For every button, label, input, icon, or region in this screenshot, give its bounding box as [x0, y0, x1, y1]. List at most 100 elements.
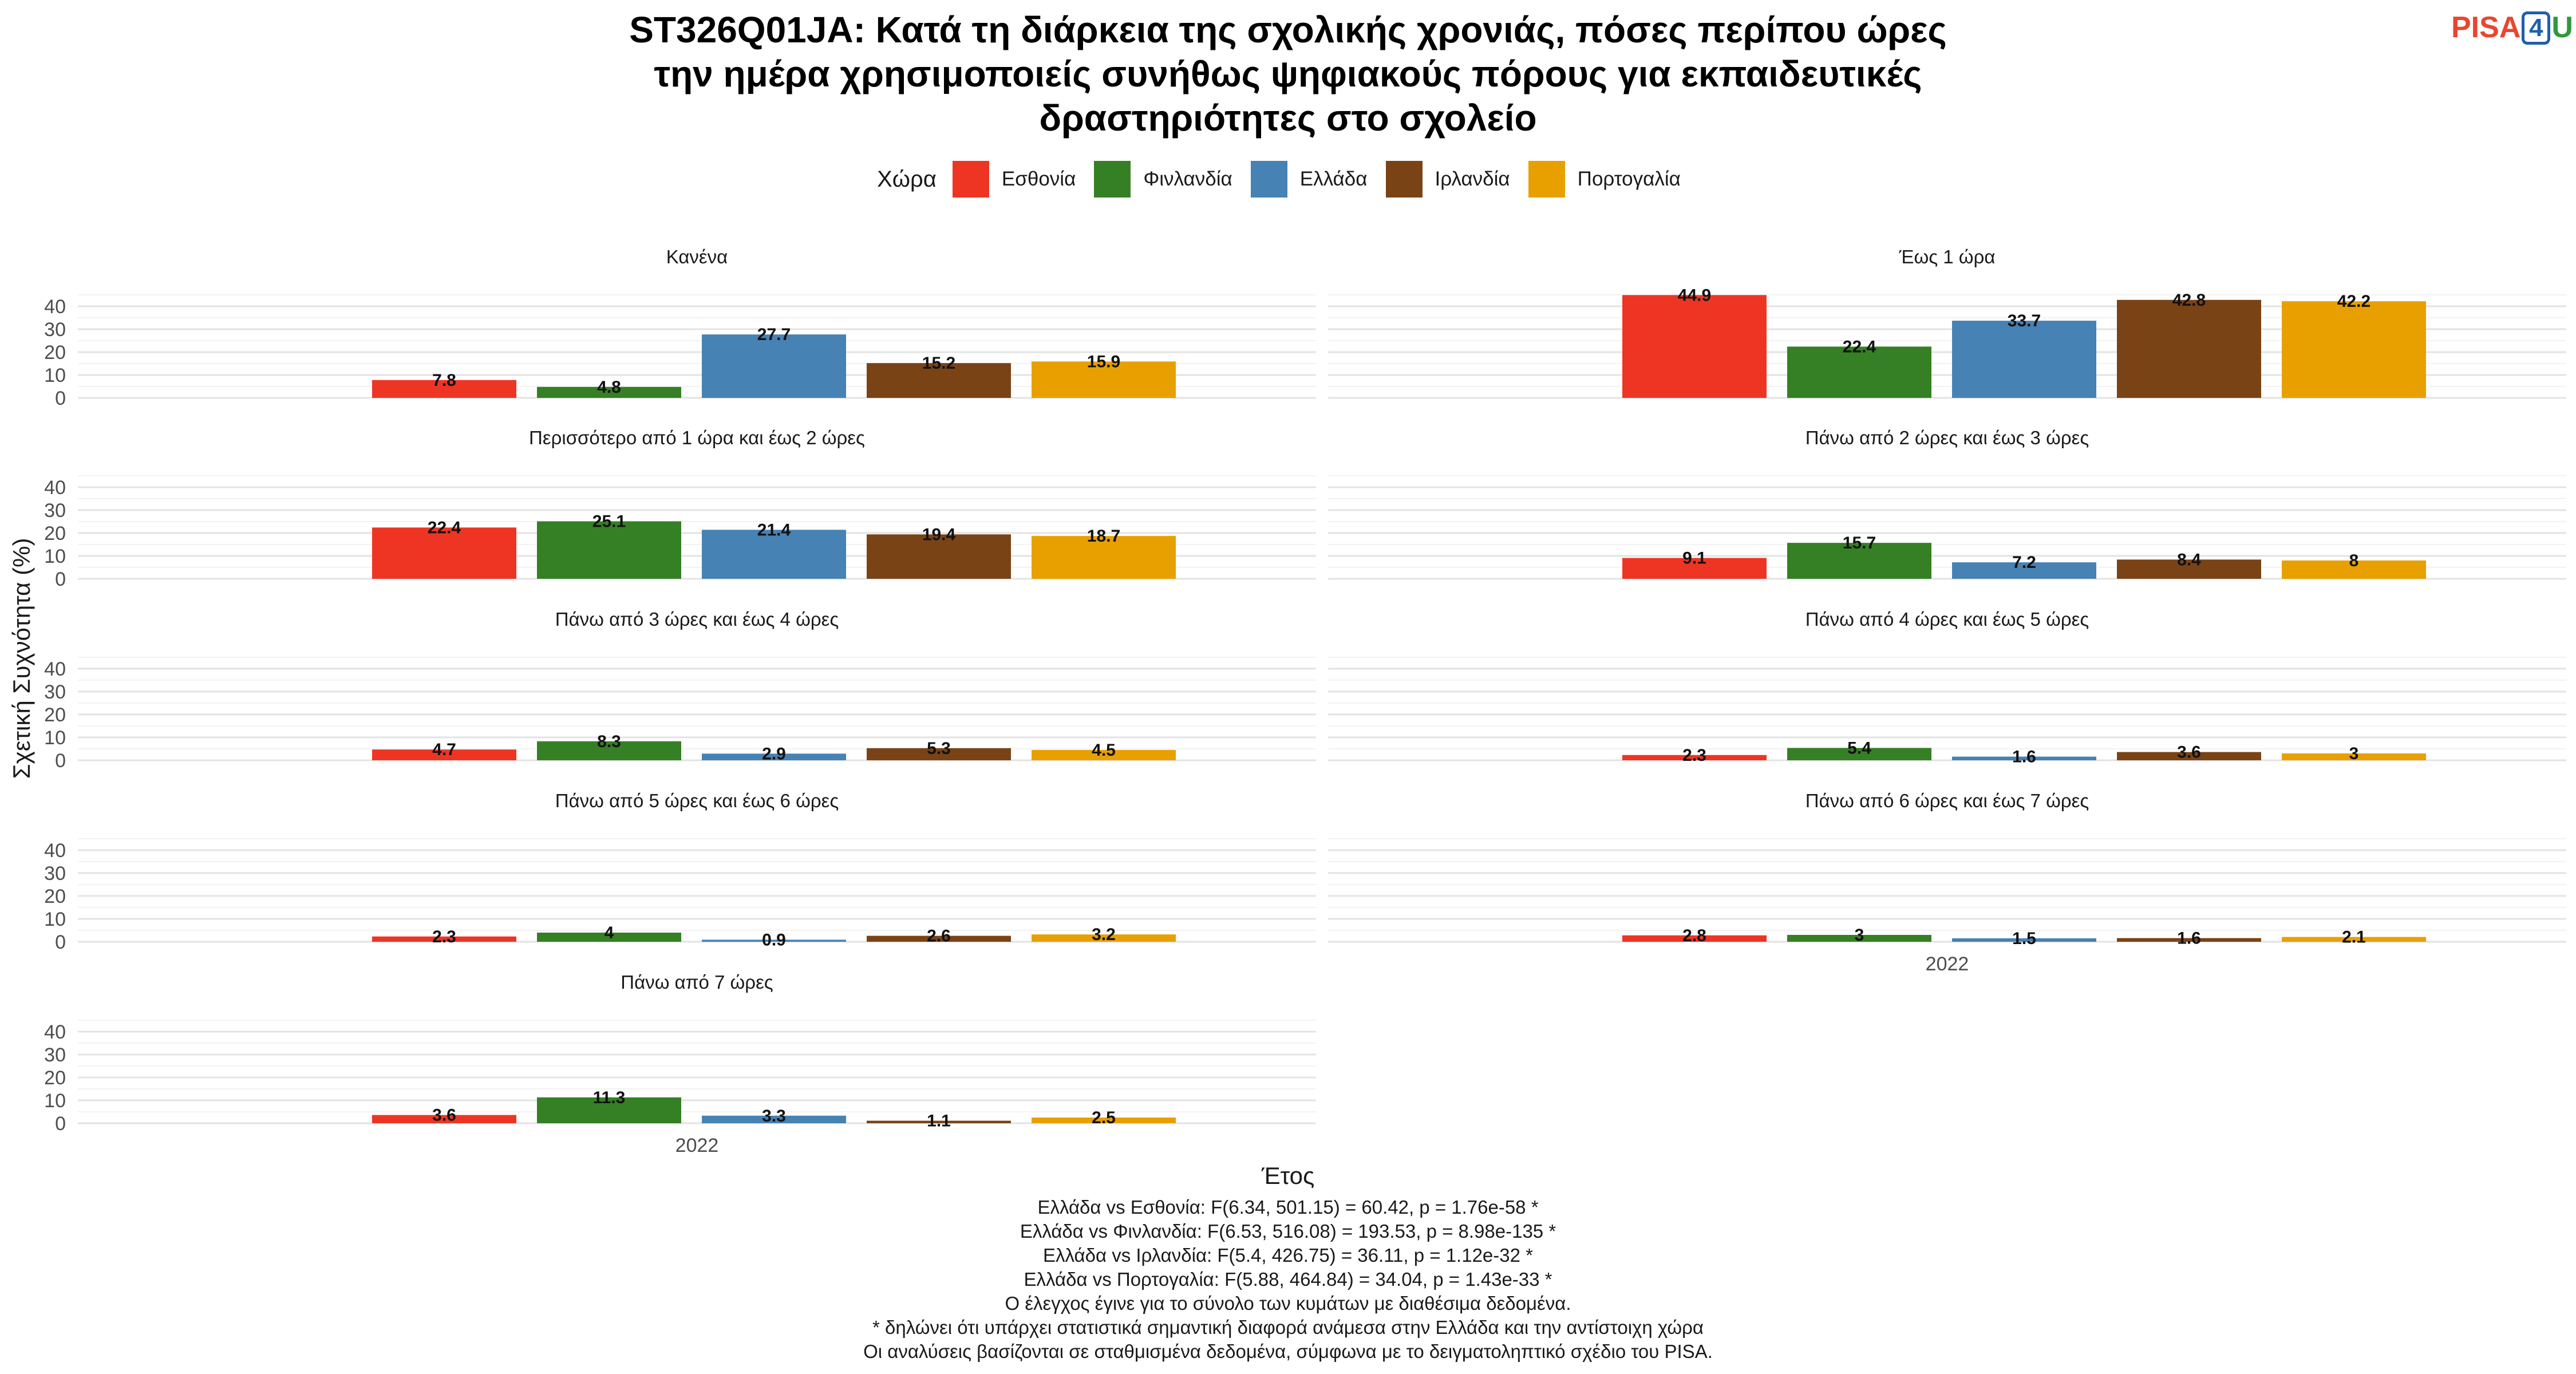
y-tick-label: 20 [44, 342, 66, 364]
data-label: 1.1 [927, 1112, 951, 1131]
bar [537, 521, 681, 579]
logo-text-pisa: PISA [2451, 11, 2521, 44]
data-label: 2.8 [1682, 926, 1706, 945]
footer-line-5: Ο έλεγχος έγινε για το σύνολο των κυμάτω… [1005, 1293, 1571, 1314]
data-label: 1.6 [2177, 929, 2201, 948]
y-tick-label: 0 [55, 568, 66, 590]
data-label: 8.3 [597, 732, 621, 751]
data-label: 42.2 [2337, 292, 2370, 311]
pisa4u-logo: PISA 4 U [2451, 9, 2573, 46]
data-label: 9.1 [1682, 549, 1706, 568]
x-axis-title: Έτος [1261, 1162, 1315, 1189]
bar [867, 748, 1011, 760]
y-tick-label: 0 [55, 931, 66, 953]
data-label: 22.4 [428, 518, 461, 537]
legend-swatch [1250, 161, 1287, 198]
bar [702, 1115, 846, 1123]
data-label: 4 [605, 923, 614, 942]
y-tick-label: 10 [44, 365, 66, 386]
facet-label: Πάνω από 4 ώρες και έως 5 ώρες [1805, 609, 2089, 630]
y-tick-label: 10 [44, 909, 66, 930]
data-label: 4.5 [1092, 741, 1116, 760]
data-label: 1.6 [2012, 748, 2036, 767]
data-label: 4.7 [432, 740, 456, 759]
data-label: 4.8 [597, 378, 621, 397]
bar [867, 1120, 1011, 1123]
facet-label: Πάνω από 5 ώρες και έως 6 ώρες [555, 790, 839, 811]
data-label: 2.6 [927, 927, 951, 946]
legend-swatch [1528, 161, 1565, 198]
legend-label: Εσθονία [1001, 168, 1076, 190]
bar [2282, 301, 2426, 398]
data-label: 42.8 [2172, 291, 2206, 310]
data-label: 25.1 [592, 512, 626, 531]
data-label: 2.1 [2342, 928, 2366, 947]
data-label: 5.3 [927, 739, 951, 758]
bar [1952, 321, 2096, 398]
data-label: 22.4 [1843, 337, 1876, 356]
legend-label: Ελλάδα [1299, 168, 1368, 190]
bar [1032, 934, 1176, 942]
bar [1787, 346, 1931, 398]
bar [537, 933, 681, 942]
y-tick-label: 40 [44, 658, 66, 680]
data-label: 2.5 [1092, 1108, 1116, 1127]
data-label: 18.7 [1087, 527, 1120, 546]
data-label: 8.4 [2177, 550, 2201, 569]
bar [1622, 755, 1767, 760]
y-tick-label: 30 [44, 500, 66, 522]
bar [537, 741, 681, 760]
y-tick-label: 0 [55, 388, 66, 409]
data-label: 2.3 [1682, 746, 1706, 765]
legend-item-4: Ιρλανδία [1385, 161, 1510, 198]
y-tick-label: 30 [44, 681, 66, 703]
y-tick-label: 0 [55, 1113, 66, 1135]
data-label: 15.7 [1843, 534, 1876, 552]
legend-item-5: Πορτογαλία [1528, 161, 1681, 198]
bar [1032, 536, 1176, 579]
y-tick-label: 10 [44, 546, 66, 567]
data-label: 8 [2349, 551, 2359, 570]
bar [702, 334, 846, 398]
bar [372, 527, 516, 579]
data-label: 27.7 [757, 325, 791, 344]
bar [1952, 756, 2096, 760]
data-label: 7.2 [2012, 553, 2036, 572]
footer-line-6: * δηλώνει ότι υπάρχει στατιστικά σημαντι… [872, 1317, 1704, 1338]
data-label: 3.6 [2177, 743, 2201, 762]
y-axis-title: Σχετική Συχνότητα (%) [8, 538, 35, 779]
data-label: 33.7 [2008, 311, 2041, 330]
data-label: 1.5 [2012, 929, 2036, 948]
legend-swatch [952, 161, 989, 198]
data-label: 7.8 [432, 371, 456, 390]
y-tick-label: 0 [55, 750, 66, 772]
bar [867, 534, 1011, 579]
bar [1032, 750, 1176, 760]
bar [1952, 938, 2096, 942]
data-label: 21.4 [757, 520, 791, 539]
bar [1032, 361, 1176, 398]
y-tick-label: 30 [44, 863, 66, 885]
legend: Χώρα Εσθονία Φινλανδία Ελλάδα Ιρλανδία Πορτο… [0, 159, 2576, 199]
logo-text-4: 4 [2522, 11, 2551, 45]
bar [702, 939, 846, 942]
legend-item-1: Εσθονία [952, 161, 1076, 198]
y-tick-label: 40 [44, 1021, 66, 1043]
data-label: 2.9 [762, 744, 786, 763]
chart-title: ST326Q01JA: Κατά τη διάρκεια της σχολική… [0, 8, 2576, 140]
bar [867, 363, 1011, 398]
bar [1952, 562, 2096, 579]
y-tick-label: 40 [44, 296, 66, 318]
bar [372, 380, 516, 398]
data-label: 3.3 [762, 1107, 786, 1126]
data-label: 3 [1855, 926, 1864, 945]
footer-line-3: Ελλάδα vs Ιρλανδία: F(5.4, 426.75) = 36.… [1043, 1245, 1533, 1266]
bar [2282, 560, 2426, 579]
chart-footer: Ελλάδα vs Εσθονία: F(6.34, 501.15) = 60.… [0, 1195, 2576, 1364]
facet-label: Πάνω από 7 ώρες [621, 972, 773, 993]
footer-line-2: Ελλάδα vs Φινλανδία: F(6.53, 516.08) = 1… [1020, 1221, 1556, 1242]
bar [2117, 299, 2261, 398]
y-tick-label: 40 [44, 840, 66, 862]
bar [372, 936, 516, 942]
x-tick-label: 2022 [675, 1135, 719, 1156]
